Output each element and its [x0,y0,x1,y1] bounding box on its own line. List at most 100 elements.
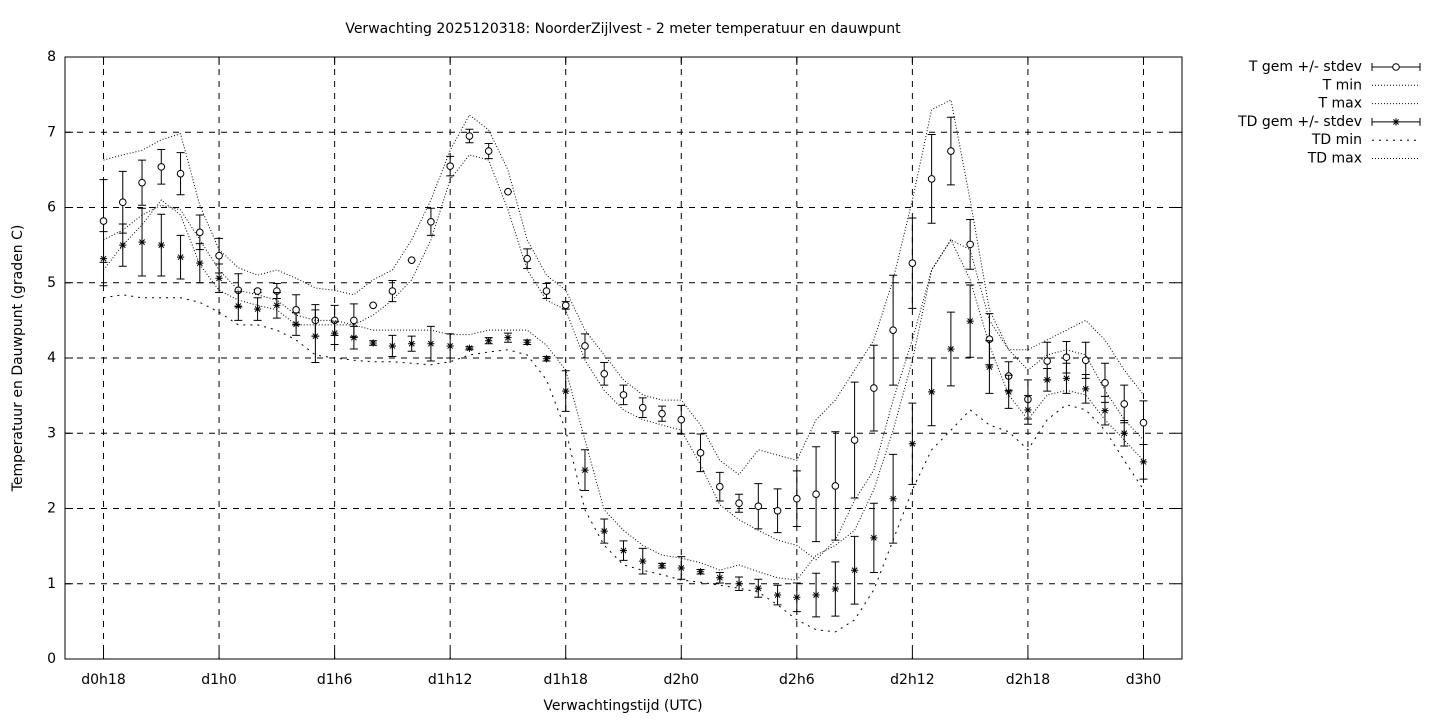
point [292,306,300,314]
point [812,591,820,599]
point [1139,458,1148,466]
point [1081,356,1090,365]
point [523,254,532,263]
point [1062,374,1071,382]
point [99,255,108,263]
point [215,251,223,260]
point [1062,353,1071,362]
point [716,574,724,582]
point [927,175,936,183]
point [485,337,493,345]
point [388,287,397,295]
x-tick-label: d1h0 [201,672,237,688]
point [504,334,512,342]
point [157,241,165,249]
point [715,482,724,491]
point [851,566,859,574]
point [619,547,628,555]
legend-label: TD max [1307,151,1362,167]
point [369,301,377,310]
x-tick-label: d0h18 [81,672,125,688]
legend-label: T gem +/- stdev [1248,59,1362,75]
y-tick-label: 8 [47,49,56,65]
point [696,449,705,457]
point [889,326,897,334]
point [119,241,127,249]
y-tick-label: 4 [47,350,56,366]
point [427,217,435,226]
point [581,342,589,350]
point [1120,429,1128,437]
legend-marker [1392,118,1400,126]
point [369,339,377,347]
point [947,147,955,155]
point [407,256,416,264]
point [331,329,339,337]
point [696,568,705,576]
point [1005,388,1013,396]
y-tick-label: 5 [47,275,56,291]
point [812,490,820,499]
point [638,403,647,412]
point [831,585,839,593]
point [176,253,185,261]
min-max-line [103,204,1144,581]
point [658,562,666,570]
point [542,355,551,363]
point [870,384,878,392]
point [292,320,300,328]
x-tick-label: d3h0 [1126,672,1162,688]
point [446,342,454,350]
point [273,301,281,309]
point [561,301,570,310]
point [465,132,474,140]
point [850,436,859,444]
legend-marker [1392,63,1400,71]
chart-title: Verwachting 2025120318: NoorderZijlvest … [345,21,901,37]
x-tick-label: d2h18 [1006,672,1050,688]
point [831,482,840,490]
point [1043,357,1051,365]
min-max-line [103,99,1144,476]
point [157,163,166,171]
legend-label: T max [1317,96,1362,112]
point [484,147,493,155]
point [388,342,396,350]
point [253,287,262,295]
point [350,316,358,325]
point [754,584,762,592]
point [658,409,666,418]
point [196,228,204,237]
point [1101,407,1109,415]
point [465,344,474,352]
x-tick-label: d2h6 [779,672,815,688]
x-tick-label: d1h6 [317,672,353,688]
point [600,527,608,535]
point [889,495,897,503]
point [1120,400,1129,408]
legend-label: TD min [1311,132,1362,148]
x-tick-label: d2h12 [890,672,934,688]
point [427,340,435,348]
point [542,287,551,295]
y-axis-label: Temperatuur en Dauwpunt (graden C) [10,225,26,493]
point [138,178,146,187]
point [793,494,801,503]
point [350,334,358,342]
point [311,332,319,340]
x-tick-label: d2h0 [663,672,699,688]
point [600,370,609,378]
point [639,557,647,565]
point [562,387,570,395]
point [253,305,262,313]
point [677,415,686,424]
point [966,317,974,325]
legend-label: TD gem +/- stdev [1237,114,1362,130]
point [99,217,108,225]
point [1082,385,1090,393]
point [947,345,955,353]
y-tick-label: 3 [47,425,56,441]
point [446,162,454,170]
y-tick-label: 7 [47,124,56,140]
